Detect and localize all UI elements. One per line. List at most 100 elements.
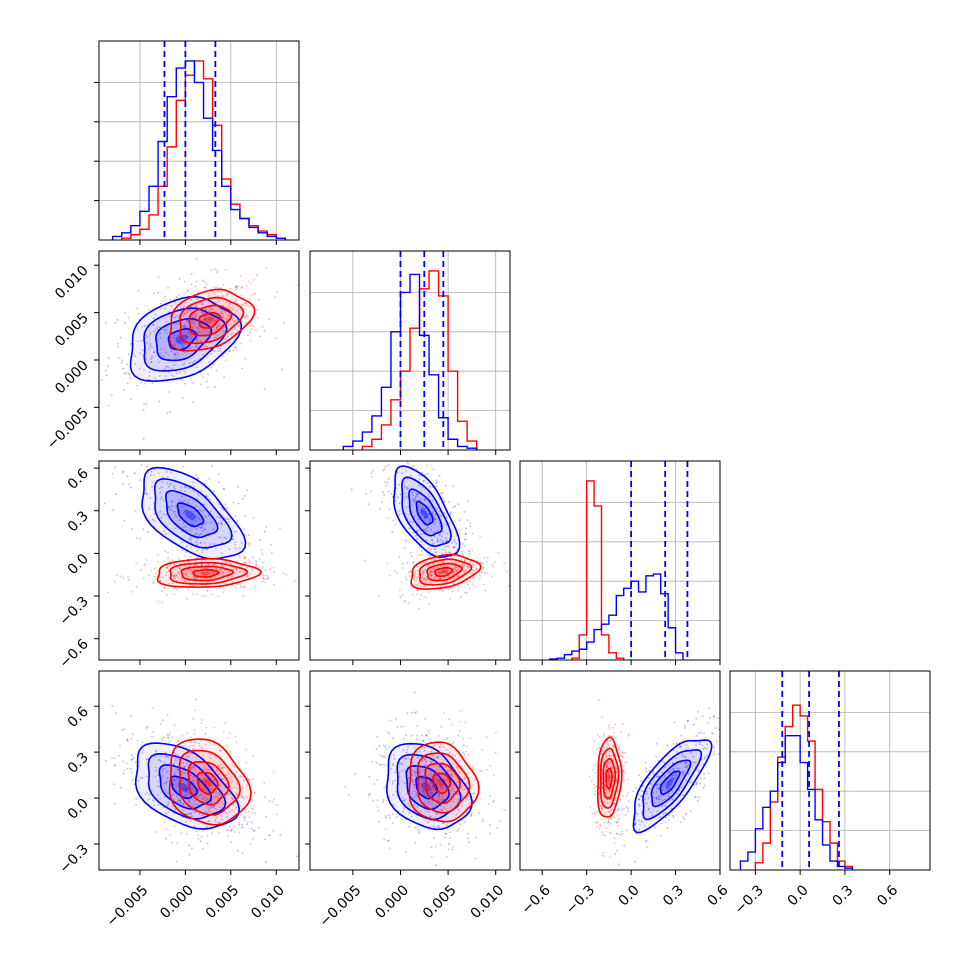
blue-scatter-point xyxy=(241,852,244,855)
red-scatter-point xyxy=(485,561,488,563)
blue-scatter-point xyxy=(190,273,193,276)
blue-scatter-point xyxy=(205,309,207,311)
red-contour xyxy=(418,558,473,586)
red-scatter-point xyxy=(249,340,252,343)
red-scatter-point xyxy=(261,580,264,583)
blue-scatter-point xyxy=(685,813,688,815)
red-scatter-point xyxy=(122,576,125,579)
blue-scatter-point xyxy=(664,766,666,769)
blue-scatter-point xyxy=(433,547,436,550)
blue-scatter-point xyxy=(115,669,117,671)
red-scatter-point xyxy=(196,298,199,301)
blue-scatter-point xyxy=(202,549,204,552)
blue-scatter-point xyxy=(189,529,192,532)
blue-scatter-point xyxy=(248,544,251,547)
red-scatter-point xyxy=(195,756,198,759)
blue-scatter-point xyxy=(240,586,242,589)
blue-scatter-point xyxy=(382,469,385,472)
red-scatter-point xyxy=(423,585,425,588)
red-scatter-point xyxy=(464,571,466,574)
red-scatter-point xyxy=(207,819,210,822)
red-scatter-point xyxy=(195,306,198,308)
red-scatter-point xyxy=(605,763,608,766)
red-scatter-point xyxy=(424,579,427,582)
red-scatter-point xyxy=(429,573,432,576)
red-scatter-point xyxy=(450,555,453,558)
red-scatter-point xyxy=(219,750,222,752)
red-scatter-point xyxy=(611,735,613,738)
blue-scatter-point xyxy=(677,789,680,792)
red-scatter-point xyxy=(172,798,175,801)
red-density-fill xyxy=(169,739,251,825)
red-scatter-point xyxy=(419,810,422,812)
red-scatter-point xyxy=(447,769,449,772)
x-tick-label: 0.000 xyxy=(372,882,412,922)
red-scatter-point xyxy=(274,296,276,298)
blue-scatter-point xyxy=(234,346,237,349)
red-scatter-point xyxy=(466,795,469,798)
blue-scatter-point xyxy=(408,812,411,814)
blue-histogram xyxy=(111,60,287,240)
blue-scatter-point xyxy=(665,816,667,819)
blue-contour xyxy=(393,465,461,558)
blue-scatter-point xyxy=(385,816,388,819)
red-scatter-point xyxy=(470,751,473,753)
blue-scatter-point xyxy=(206,589,209,592)
red-scatter-point xyxy=(617,745,620,748)
red-scatter-point xyxy=(472,577,475,580)
red-scatter-point xyxy=(228,777,230,779)
red-scatter-point xyxy=(598,827,600,830)
blue-scatter-point xyxy=(413,691,416,694)
blue-scatter-point xyxy=(157,785,159,787)
blue-scatter-point xyxy=(429,505,432,507)
red-scatter-point xyxy=(608,789,611,792)
blue-scatter-point xyxy=(634,823,636,825)
blue-scatter-point xyxy=(410,555,413,558)
red-scatter-point xyxy=(206,572,209,575)
blue-scatter-point xyxy=(438,474,441,477)
red-scatter-point xyxy=(593,787,596,789)
blue-scatter-point xyxy=(418,546,421,549)
blue-scatter-point xyxy=(701,744,704,747)
blue-scatter-point xyxy=(220,552,223,555)
red-scatter-point xyxy=(440,745,443,747)
red-scatter-point xyxy=(178,573,181,576)
blue-scatter-point xyxy=(152,317,155,319)
red-scatter-point xyxy=(450,723,453,726)
joint-content xyxy=(588,699,720,866)
red-scatter-point xyxy=(190,293,193,296)
red-scatter-point xyxy=(603,758,606,761)
red-scatter-point xyxy=(412,577,415,580)
red-scatter-point xyxy=(225,561,228,564)
red-scatter-point xyxy=(241,787,244,789)
red-scatter-point xyxy=(170,563,172,566)
red-contour xyxy=(434,566,454,578)
red-scatter-point xyxy=(257,316,260,319)
blue-scatter-point xyxy=(652,780,655,783)
blue-scatter-point xyxy=(426,530,429,533)
red-scatter-point xyxy=(159,579,162,582)
red-density-fill xyxy=(197,772,218,795)
blue-scatter-point xyxy=(421,780,424,783)
red-scatter-point xyxy=(191,326,194,329)
blue-scatter-point xyxy=(350,488,353,491)
blue-scatter-point xyxy=(137,312,140,315)
blue-scatter-point xyxy=(210,366,213,369)
blue-scatter-point xyxy=(185,320,188,323)
blue-scatter-point xyxy=(154,377,157,380)
red-scatter-point xyxy=(175,588,178,591)
blue-scatter-point xyxy=(157,780,160,783)
red-scatter-point xyxy=(238,831,241,834)
blue-scatter-point xyxy=(685,763,688,766)
red-scatter-point xyxy=(418,554,420,557)
red-scatter-point xyxy=(194,285,197,288)
red-scatter-point xyxy=(175,574,178,577)
blue-scatter-point xyxy=(202,798,204,801)
red-scatter-point xyxy=(182,306,185,309)
red-scatter-point xyxy=(458,720,461,723)
blue-scatter-point xyxy=(443,746,445,749)
blue-scatter-point xyxy=(185,311,188,313)
blue-scatter-point xyxy=(204,515,207,518)
blue-scatter-point xyxy=(172,511,175,513)
blue-scatter-point xyxy=(174,343,177,346)
